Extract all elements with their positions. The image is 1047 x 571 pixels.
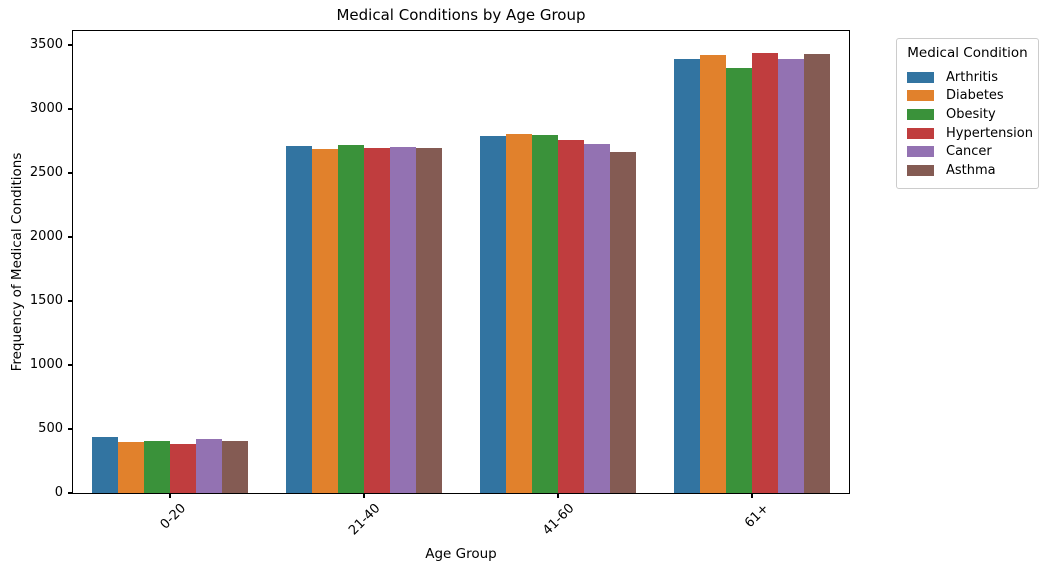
- legend-swatch-diabetes: [907, 90, 934, 102]
- bar-diabetes-21-40: [312, 149, 339, 493]
- y-tick-mark: [68, 492, 73, 494]
- x-tick-label: 21-40: [346, 501, 384, 539]
- bar-cancer-61+: [777, 59, 804, 493]
- bar-hypertension-21-40: [364, 148, 390, 493]
- y-tick-mark: [68, 428, 73, 430]
- y-tick-mark: [68, 108, 73, 110]
- bar-asthma-21-40: [415, 147, 442, 493]
- y-tick-mark: [68, 172, 73, 174]
- x-tick-label: 41-60: [540, 501, 578, 539]
- y-axis-label: Frequency of Medical Conditions: [9, 152, 25, 372]
- bar-hypertension-41-60: [558, 140, 584, 493]
- x-tick-mark: [557, 493, 559, 498]
- legend-item-obesity: Obesity: [905, 105, 1030, 124]
- bar-arthritis-61+: [674, 59, 701, 493]
- legend-swatch-hypertension: [907, 127, 934, 139]
- legend: Medical Condition Arthritis Diabetes Obesi…: [896, 38, 1039, 189]
- legend-item-arthritis: Arthritis: [905, 68, 1030, 87]
- y-tick-label: 1500: [29, 293, 63, 309]
- y-tick-label: 2000: [29, 229, 63, 245]
- legend-label: Cancer: [946, 144, 992, 160]
- x-axis-label: Age Group: [425, 546, 497, 562]
- bar-obesity-61+: [726, 68, 752, 493]
- y-tick-label: 3000: [29, 101, 63, 117]
- x-tick-mark: [751, 493, 753, 498]
- bar-hypertension-0-20: [170, 444, 196, 493]
- y-tick-label: 500: [38, 421, 63, 436]
- legend-label: Hypertension: [946, 125, 1033, 141]
- y-tick-mark: [68, 44, 73, 46]
- y-tick-label: 0: [54, 485, 63, 500]
- y-tick-label: 1000: [29, 357, 63, 373]
- legend-label: Arthritis: [946, 69, 999, 85]
- bar-arthritis-21-40: [286, 146, 313, 493]
- bar-diabetes-41-60: [506, 133, 533, 493]
- x-tick-mark: [363, 493, 365, 498]
- x-tick-label: 0-20: [158, 501, 190, 533]
- bar-arthritis-0-20: [92, 437, 119, 493]
- bar-obesity-0-20: [144, 441, 170, 493]
- x-tick-label: 61+: [741, 501, 772, 532]
- y-tick-label: 2500: [29, 165, 63, 181]
- legend-swatch-obesity: [907, 108, 934, 120]
- bar-obesity-21-40: [338, 145, 364, 493]
- bar-diabetes-61+: [700, 54, 727, 493]
- legend-items: Arthritis Diabetes Obesity Hypertension Canc…: [905, 68, 1033, 180]
- chart-title: Medical Conditions by Age Group: [336, 6, 586, 24]
- legend-item-diabetes: Diabetes: [905, 87, 1030, 106]
- legend-swatch-asthma: [907, 164, 934, 176]
- y-tick-mark: [68, 236, 73, 238]
- bar-cancer-41-60: [583, 143, 610, 493]
- y-tick-mark: [68, 364, 73, 366]
- bar-cancer-21-40: [389, 147, 416, 493]
- bar-diabetes-0-20: [118, 441, 145, 493]
- legend-item-asthma: Asthma: [905, 161, 1030, 180]
- legend-item-cancer: Cancer: [905, 142, 1030, 161]
- legend-title: Medical Condition: [907, 45, 1028, 61]
- bar-obesity-41-60: [532, 134, 558, 493]
- bar-asthma-61+: [803, 53, 830, 493]
- x-tick-mark: [169, 493, 171, 498]
- y-tick-mark: [68, 300, 73, 302]
- legend-item-hypertension: Hypertension: [905, 124, 1033, 143]
- legend-swatch-arthritis: [907, 71, 934, 83]
- legend-label: Diabetes: [946, 88, 1004, 104]
- legend-label: Asthma: [946, 162, 996, 178]
- bar-asthma-41-60: [609, 152, 636, 493]
- bar-hypertension-61+: [752, 53, 778, 493]
- legend-label: Obesity: [946, 106, 996, 122]
- plot-area: 0 500 1000 1500 2000 2500 3000 3500 0-20 21-40 41-…: [30, 30, 850, 538]
- y-tick-label: 3500: [29, 37, 63, 53]
- bar-cancer-0-20: [195, 439, 222, 493]
- bar-arthritis-41-60: [480, 136, 507, 493]
- bar-asthma-0-20: [221, 440, 248, 493]
- legend-swatch-cancer: [907, 146, 934, 158]
